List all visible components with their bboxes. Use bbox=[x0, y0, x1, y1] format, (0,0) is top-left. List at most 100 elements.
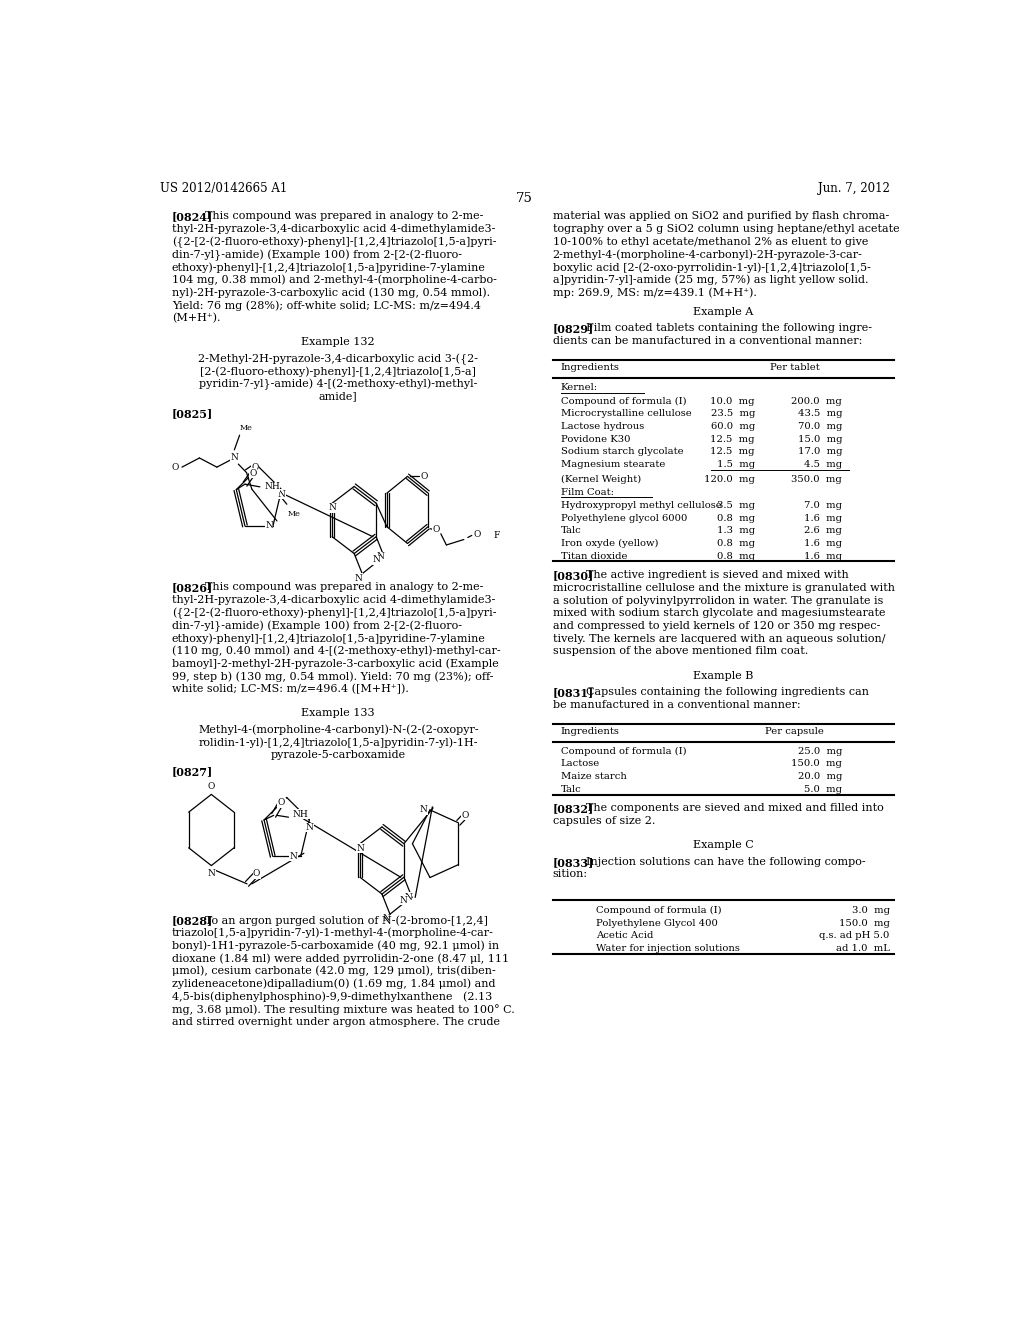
Text: N: N bbox=[278, 490, 286, 499]
Text: rolidin-1-yl)-[1,2,4]triazolo[1,5-a]pyridin-7-yl)-1H-: rolidin-1-yl)-[1,2,4]triazolo[1,5-a]pyri… bbox=[199, 738, 478, 748]
Text: mp: 269.9, MS: m/z=439.1 (M+H⁺).: mp: 269.9, MS: m/z=439.1 (M+H⁺). bbox=[553, 288, 757, 298]
Text: O: O bbox=[473, 529, 480, 539]
Text: a solution of polyvinylpyrrolidon in water. The granulate is: a solution of polyvinylpyrrolidon in wat… bbox=[553, 595, 883, 606]
Text: O: O bbox=[252, 462, 259, 471]
Text: N: N bbox=[329, 503, 336, 512]
Text: Injection solutions can have the following compo-: Injection solutions can have the followi… bbox=[586, 857, 865, 867]
Text: 10-100% to ethyl acetate/methanol 2% as eluent to give: 10-100% to ethyl acetate/methanol 2% as … bbox=[553, 236, 868, 247]
Text: μmol), cesium carbonate (42.0 mg, 129 μmol), tris(diben-: μmol), cesium carbonate (42.0 mg, 129 μm… bbox=[172, 966, 496, 977]
Text: 3.0  mg: 3.0 mg bbox=[852, 906, 890, 915]
Text: 1.5  mg: 1.5 mg bbox=[717, 461, 755, 469]
Text: [0831]: [0831] bbox=[553, 686, 594, 698]
Text: [0826]: [0826] bbox=[172, 582, 213, 593]
Text: [0832]: [0832] bbox=[553, 804, 594, 814]
Text: [0828]: [0828] bbox=[172, 915, 213, 927]
Text: Talc: Talc bbox=[560, 527, 582, 535]
Text: a]pyridin-7-yl]-amide (25 mg, 57%) as light yellow solid.: a]pyridin-7-yl]-amide (25 mg, 57%) as li… bbox=[553, 275, 868, 285]
Text: O: O bbox=[253, 870, 260, 878]
Text: amide]: amide] bbox=[318, 392, 357, 401]
Text: 23.5  mg: 23.5 mg bbox=[711, 409, 755, 418]
Text: pyridin-7-yl}-amide) 4-[(2-methoxy-ethyl)-methyl-: pyridin-7-yl}-amide) 4-[(2-methoxy-ethyl… bbox=[199, 379, 477, 391]
Text: Maize starch: Maize starch bbox=[560, 772, 627, 781]
Text: ({2-[2-(2-fluoro-ethoxy)-phenyl]-[1,2,4]triazolo[1,5-a]pyri-: ({2-[2-(2-fluoro-ethoxy)-phenyl]-[1,2,4]… bbox=[172, 607, 497, 619]
Text: [0833]: [0833] bbox=[553, 857, 594, 867]
Text: Example C: Example C bbox=[693, 841, 754, 850]
Text: N: N bbox=[382, 915, 390, 923]
Text: Capsules containing the following ingredients can: Capsules containing the following ingred… bbox=[586, 686, 869, 697]
Text: Example 132: Example 132 bbox=[301, 337, 375, 347]
Text: Example 133: Example 133 bbox=[301, 708, 375, 718]
Text: (M+H⁺).: (M+H⁺). bbox=[172, 313, 220, 323]
Text: Compound of formula (I): Compound of formula (I) bbox=[560, 396, 686, 405]
Text: F: F bbox=[494, 531, 500, 540]
Text: Example B: Example B bbox=[693, 671, 754, 681]
Text: 2.6  mg: 2.6 mg bbox=[805, 527, 842, 535]
Text: 20.0  mg: 20.0 mg bbox=[798, 772, 842, 781]
Text: din-7-yl}-amide) (Example 100) from 2-[2-(2-fluoro-: din-7-yl}-amide) (Example 100) from 2-[2… bbox=[172, 249, 462, 261]
Text: [0830]: [0830] bbox=[553, 570, 594, 581]
Text: 4,5-bis(diphenylphosphino)-9,9-dimethylxanthene   (2.13: 4,5-bis(diphenylphosphino)-9,9-dimethylx… bbox=[172, 991, 492, 1002]
Text: 150.0  mg: 150.0 mg bbox=[792, 759, 842, 768]
Text: 75: 75 bbox=[516, 191, 534, 205]
Text: Example A: Example A bbox=[693, 306, 754, 317]
Text: dioxane (1.84 ml) were added pyrrolidin-2-one (8.47 μl, 111: dioxane (1.84 ml) were added pyrrolidin-… bbox=[172, 953, 509, 964]
Text: NH: NH bbox=[293, 809, 308, 818]
Text: and compressed to yield kernels of 120 or 350 mg respec-: and compressed to yield kernels of 120 o… bbox=[553, 620, 880, 631]
Text: Iron oxyde (yellow): Iron oxyde (yellow) bbox=[560, 539, 658, 548]
Text: 0.8  mg: 0.8 mg bbox=[717, 513, 755, 523]
Text: bonyl)-1H1-pyrazole-5-carboxamide (40 mg, 92.1 μmol) in: bonyl)-1H1-pyrazole-5-carboxamide (40 mg… bbox=[172, 941, 499, 952]
Text: 99, step b) (130 mg, 0.54 mmol). Yield: 70 mg (23%); off-: 99, step b) (130 mg, 0.54 mmol). Yield: … bbox=[172, 671, 494, 681]
Text: (Kernel Weight): (Kernel Weight) bbox=[560, 475, 641, 484]
Text: 0.8  mg: 0.8 mg bbox=[717, 552, 755, 561]
Text: ethoxy)-phenyl]-[1,2,4]triazolo[1,5-a]pyridine-7-ylamine: ethoxy)-phenyl]-[1,2,4]triazolo[1,5-a]py… bbox=[172, 634, 485, 644]
Text: (110 mg, 0.40 mmol) and 4-[(2-methoxy-ethyl)-methyl-car-: (110 mg, 0.40 mmol) and 4-[(2-methoxy-et… bbox=[172, 645, 501, 656]
Text: 12.5  mg: 12.5 mg bbox=[711, 447, 755, 457]
Text: The components are sieved and mixed and filled into: The components are sieved and mixed and … bbox=[586, 804, 884, 813]
Text: N: N bbox=[404, 892, 412, 902]
Text: O: O bbox=[462, 810, 469, 820]
Text: N: N bbox=[399, 895, 408, 904]
Text: N: N bbox=[356, 843, 364, 853]
Text: N: N bbox=[354, 574, 362, 582]
Text: 104 mg, 0.38 mmol) and 2-methyl-4-(morpholine-4-carbo-: 104 mg, 0.38 mmol) and 2-methyl-4-(morph… bbox=[172, 275, 497, 285]
Text: [0829]: [0829] bbox=[553, 323, 594, 334]
Text: Water for injection solutions: Water for injection solutions bbox=[596, 944, 740, 953]
Text: Ingredients: Ingredients bbox=[560, 727, 620, 737]
Text: O: O bbox=[278, 799, 286, 807]
Text: material was applied on SiO2 and purified by flash chroma-: material was applied on SiO2 and purifie… bbox=[553, 211, 889, 222]
Text: O: O bbox=[432, 525, 439, 535]
Text: and stirred overnight under argon atmosphere. The crude: and stirred overnight under argon atmosp… bbox=[172, 1016, 500, 1027]
Text: ad 1.0  mL: ad 1.0 mL bbox=[836, 944, 890, 953]
Text: ethoxy)-phenyl]-[1,2,4]triazolo[1,5-a]pyridine-7-ylamine: ethoxy)-phenyl]-[1,2,4]triazolo[1,5-a]py… bbox=[172, 263, 485, 273]
Text: O: O bbox=[420, 471, 428, 480]
Text: 25.0  mg: 25.0 mg bbox=[798, 747, 842, 756]
Text: N: N bbox=[230, 454, 239, 462]
Text: Microcrystalline cellulose: Microcrystalline cellulose bbox=[560, 409, 691, 418]
Text: N: N bbox=[265, 521, 273, 531]
Text: 15.0  mg: 15.0 mg bbox=[798, 434, 842, 444]
Text: Magnesium stearate: Magnesium stearate bbox=[560, 461, 665, 469]
Text: sition:: sition: bbox=[553, 870, 588, 879]
Text: Film Coat:: Film Coat: bbox=[560, 487, 613, 496]
Text: Hydroxypropyl methyl cellulose: Hydroxypropyl methyl cellulose bbox=[560, 500, 721, 510]
Text: Titan dioxide: Titan dioxide bbox=[560, 552, 627, 561]
Text: thyl-2H-pyrazole-3,4-dicarboxylic acid 4-dimethylamide3-: thyl-2H-pyrazole-3,4-dicarboxylic acid 4… bbox=[172, 224, 495, 234]
Text: This compound was prepared in analogy to 2-me-: This compound was prepared in analogy to… bbox=[205, 582, 483, 593]
Text: nyl)-2H-pyrazole-3-carboxylic acid (130 mg, 0.54 mmol).: nyl)-2H-pyrazole-3-carboxylic acid (130 … bbox=[172, 288, 489, 298]
Text: capsules of size 2.: capsules of size 2. bbox=[553, 816, 655, 826]
Text: 200.0  mg: 200.0 mg bbox=[792, 396, 842, 405]
Text: N: N bbox=[290, 851, 298, 861]
Text: 17.0  mg: 17.0 mg bbox=[798, 447, 842, 457]
Text: Compound of formula (I): Compound of formula (I) bbox=[596, 906, 722, 915]
Text: boxylic acid [2-(2-oxo-pyrrolidin-1-yl)-[1,2,4]triazolo[1,5-: boxylic acid [2-(2-oxo-pyrrolidin-1-yl)-… bbox=[553, 263, 870, 273]
Text: Povidone K30: Povidone K30 bbox=[560, 434, 630, 444]
Text: Me: Me bbox=[288, 511, 301, 519]
Text: Compound of formula (I): Compound of formula (I) bbox=[560, 747, 686, 756]
Text: 43.5  mg: 43.5 mg bbox=[798, 409, 842, 418]
Text: zylideneacetone)dipalladium(0) (1.69 mg, 1.84 μmol) and: zylideneacetone)dipalladium(0) (1.69 mg,… bbox=[172, 978, 496, 989]
Text: dients can be manufactured in a conventional manner:: dients can be manufactured in a conventi… bbox=[553, 335, 862, 346]
Text: O: O bbox=[208, 783, 215, 792]
Text: 350.0  mg: 350.0 mg bbox=[792, 475, 842, 484]
Text: thyl-2H-pyrazole-3,4-dicarboxylic acid 4-dimethylamide3-: thyl-2H-pyrazole-3,4-dicarboxylic acid 4… bbox=[172, 595, 495, 605]
Text: mg, 3.68 μmol). The resulting mixture was heated to 100° C.: mg, 3.68 μmol). The resulting mixture wa… bbox=[172, 1005, 514, 1015]
